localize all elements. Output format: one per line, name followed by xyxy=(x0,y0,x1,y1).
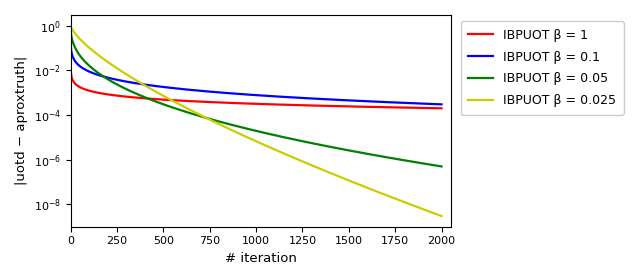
Line: IBPUOT β = 0.05: IBPUOT β = 0.05 xyxy=(70,26,442,166)
Legend: IBPUOT β = 1, IBPUOT β = 0.1, IBPUOT β = 0.05, IBPUOT β = 0.025: IBPUOT β = 1, IBPUOT β = 0.1, IBPUOT β =… xyxy=(461,21,624,115)
Line: IBPUOT β = 0.025: IBPUOT β = 0.025 xyxy=(70,26,442,216)
IBPUOT β = 0.1 xyxy=(205,90,212,93)
Line: IBPUOT β = 0.1: IBPUOT β = 0.1 xyxy=(70,26,442,104)
IBPUOT β = 0.025 xyxy=(100,57,108,61)
IBPUOT β = 1 xyxy=(100,92,108,95)
IBPUOT β = 1 xyxy=(75,85,83,88)
IBPUOT β = 0.1 xyxy=(372,100,380,103)
IBPUOT β = 0.1 xyxy=(100,75,108,78)
IBPUOT β = 0.025 xyxy=(67,24,74,27)
IBPUOT β = 0.1 xyxy=(75,64,83,67)
IBPUOT β = 0.05 xyxy=(87,65,95,69)
IBPUOT β = 0.05 xyxy=(75,53,83,56)
IBPUOT β = 1 xyxy=(438,107,445,110)
IBPUOT β = 0.05 xyxy=(205,117,212,120)
IBPUOT β = 0.025 xyxy=(87,47,95,51)
Line: IBPUOT β = 1: IBPUOT β = 1 xyxy=(70,26,442,108)
IBPUOT β = 1 xyxy=(205,100,212,104)
Y-axis label: |uotd − aproxtruth|: |uotd − aproxtruth| xyxy=(15,56,28,185)
IBPUOT β = 1 xyxy=(87,89,95,93)
IBPUOT β = 0.025 xyxy=(438,214,445,218)
IBPUOT β = 1 xyxy=(67,24,74,27)
X-axis label: # iteration: # iteration xyxy=(225,252,296,265)
IBPUOT β = 0.05 xyxy=(100,75,108,78)
IBPUOT β = 0.1 xyxy=(87,71,95,74)
IBPUOT β = 0.05 xyxy=(67,24,74,27)
IBPUOT β = 0.025 xyxy=(205,117,212,121)
IBPUOT β = 1 xyxy=(372,105,380,109)
IBPUOT β = 0.05 xyxy=(438,165,445,168)
IBPUOT β = 0.1 xyxy=(438,103,445,106)
IBPUOT β = 0.025 xyxy=(372,190,380,193)
IBPUOT β = 0.1 xyxy=(67,24,74,27)
IBPUOT β = 0.05 xyxy=(290,138,298,141)
IBPUOT β = 0.05 xyxy=(372,154,380,157)
IBPUOT β = 0.025 xyxy=(75,36,83,40)
IBPUOT β = 0.025 xyxy=(290,156,298,159)
IBPUOT β = 1 xyxy=(290,103,298,107)
IBPUOT β = 0.1 xyxy=(290,96,298,99)
